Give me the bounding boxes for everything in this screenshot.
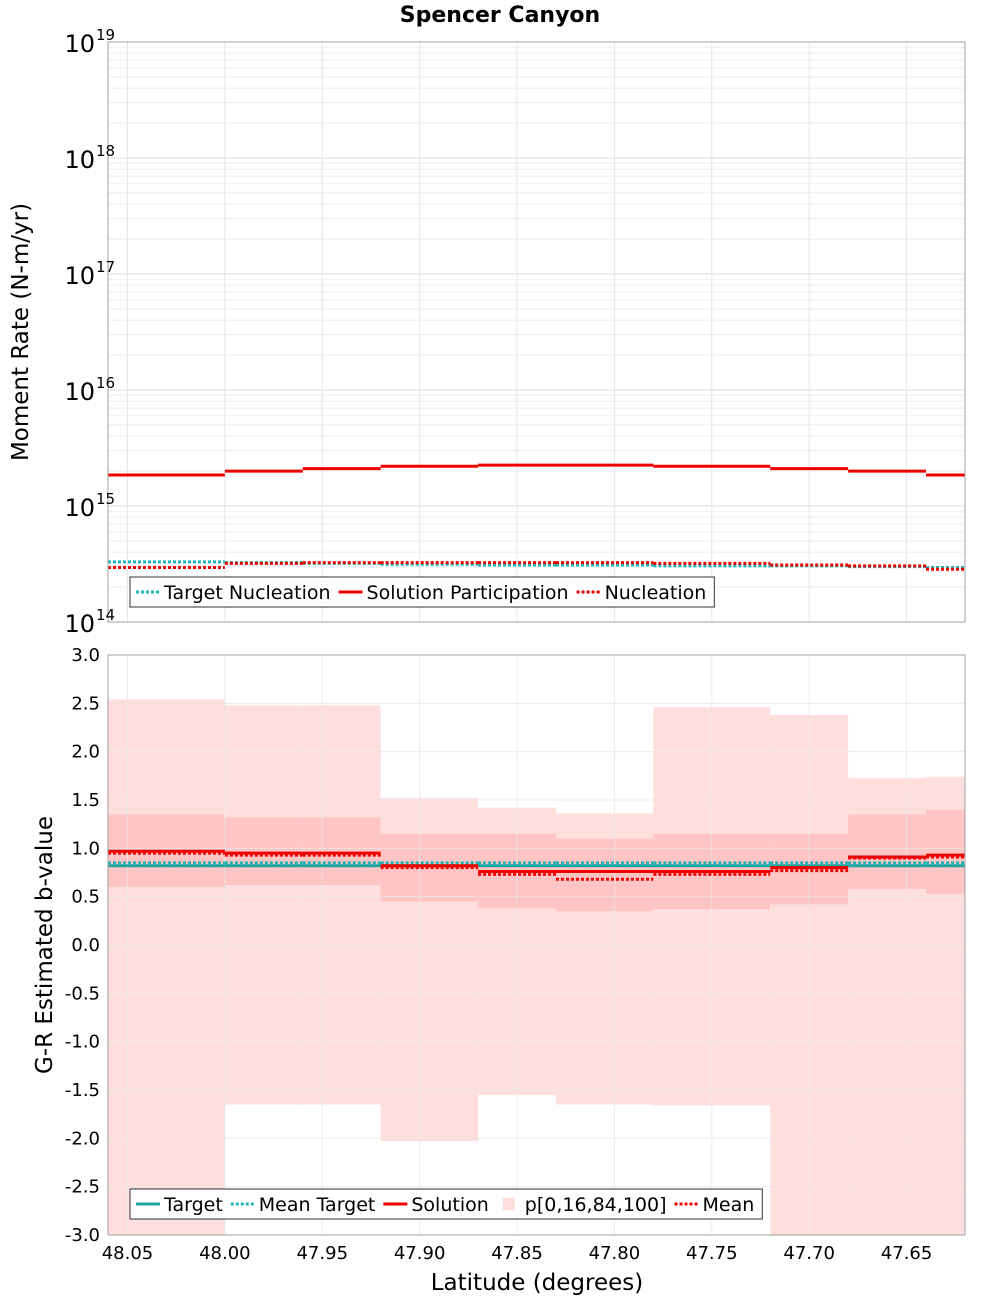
bottom-y-tick-label: -1.0 <box>65 1032 100 1053</box>
chart-title: Spencer Canyon <box>400 3 600 28</box>
bottom-y-tick-label: -0.5 <box>65 983 100 1004</box>
bottom-legend-label: Mean <box>703 1194 755 1216</box>
x-tick-label: 48.05 <box>102 1243 154 1264</box>
bottom-y-tick-label: 2.5 <box>71 693 100 714</box>
top-y-tick-exponent: 19 <box>96 26 115 44</box>
bottom-legend-label: p[0,16,84,100] <box>525 1194 667 1216</box>
bottom-legend-label: Solution <box>411 1194 488 1216</box>
bottom-y-tick-label: -2.0 <box>65 1128 100 1149</box>
top-legend: Target Nucleation Solution Participation N… <box>129 576 715 608</box>
x-tick-label: 47.90 <box>394 1243 446 1264</box>
top-y-tick-exponent: 18 <box>96 142 115 160</box>
top-legend-label: Nucleation <box>605 582 707 604</box>
bottom-y-tick-label: -3.0 <box>65 1225 100 1246</box>
top-series-lines <box>108 463 965 571</box>
top-y-tick-exponent: 15 <box>96 490 115 508</box>
top-y-tick-exponent: 16 <box>96 374 115 392</box>
top-gridlines <box>108 42 965 623</box>
bottom-y-tick-label: 2.0 <box>71 742 100 763</box>
top-y-tick-label: 10 19 <box>64 26 115 58</box>
bottom-legend-symbol <box>502 1198 515 1210</box>
bottom-legend: Target Mean Target Solution p[0,16,84,100] M… <box>129 1188 763 1220</box>
bottom-y-tick-label: -1.5 <box>65 1080 100 1101</box>
top-y-tick-base: 10 <box>64 378 95 406</box>
top-y-tick-base: 10 <box>64 146 95 174</box>
top-plot-frame <box>107 41 966 623</box>
band-inner <box>224 817 303 886</box>
band-outer <box>224 705 303 1105</box>
bottom-legend-label: Mean Target <box>259 1194 376 1216</box>
bottom-y-tick-label: 0.0 <box>71 935 100 956</box>
bottom-legend-band-swatch <box>502 1198 515 1210</box>
top-y-tick-base: 10 <box>64 610 95 638</box>
top-y-tick-base: 10 <box>64 262 95 290</box>
x-axis-label: Latitude (degrees) <box>431 1270 644 1296</box>
bottom-plot-frame <box>107 654 966 1236</box>
bottom-series-lines <box>108 849 965 881</box>
x-tick-label: 47.75 <box>686 1243 738 1264</box>
bottom-y-tick-label: 1.5 <box>71 790 100 811</box>
bottom-legend-box <box>129 1188 763 1220</box>
top-y-tick-label: 10 16 <box>64 374 115 406</box>
band-inner <box>302 817 381 886</box>
top-y-tick-label: 10 18 <box>64 142 115 174</box>
bottom-y-tick-label: -2.5 <box>65 1177 100 1198</box>
top-legend-label: Solution Participation <box>367 582 569 604</box>
x-tick-label: 47.65 <box>881 1243 933 1264</box>
x-tick-label: 47.80 <box>589 1243 641 1264</box>
band-outer <box>108 699 225 1235</box>
top-y-tick-label: 10 17 <box>64 258 115 290</box>
top-legend-box <box>129 576 715 608</box>
top-y-tick-base: 10 <box>64 494 95 522</box>
bottom-y-tick-label: 3.0 <box>71 645 100 666</box>
top-legend-label: Target Nucleation <box>163 582 331 604</box>
bottom-gridlines <box>108 654 965 1236</box>
bottom-legend-label: Target <box>163 1194 223 1216</box>
x-tick-label: 47.95 <box>296 1243 348 1264</box>
band-inner <box>926 809 965 894</box>
top-y-axis-label: Moment Rate (N-m/yr) <box>8 203 34 461</box>
top-y-tick-label: 10 14 <box>64 606 115 638</box>
bottom-percentile-bands <box>108 699 965 1235</box>
bottom-y-tick-label: 0.5 <box>71 887 100 908</box>
top-y-tick-label: 10 15 <box>64 490 115 522</box>
band-inner <box>848 814 927 889</box>
bottom-y-tick-labels: -3.0 -2.5 -2.0 -1.5 -1.0 -0.5 0.0 0.5 1.0 1.5 2.0 2… <box>65 645 100 1246</box>
bottom-y-axis-label: G-R Estimated b-value <box>32 816 58 1074</box>
top-y-tick-exponent: 17 <box>96 258 115 276</box>
x-tick-label: 48.00 <box>199 1243 251 1264</box>
bottom-y-tick-label: 1.0 <box>71 838 100 859</box>
bottom-plot: -3.0 -2.5 -2.0 -1.5 -1.0 -0.5 0.0 0.5 1.0 1.5 2.0 2… <box>32 645 966 1296</box>
x-tick-label: 47.70 <box>783 1243 835 1264</box>
bottom-x-tick-labels: 48.05 48.00 47.95 47.90 47.85 47.80 47.75 47.70… <box>102 1243 933 1264</box>
band-inner <box>555 838 654 912</box>
top-y-tick-base: 10 <box>64 30 95 58</box>
x-tick-label: 47.85 <box>491 1243 543 1264</box>
band-outer <box>302 705 381 1105</box>
top-y-tick-exponent: 14 <box>96 606 115 624</box>
